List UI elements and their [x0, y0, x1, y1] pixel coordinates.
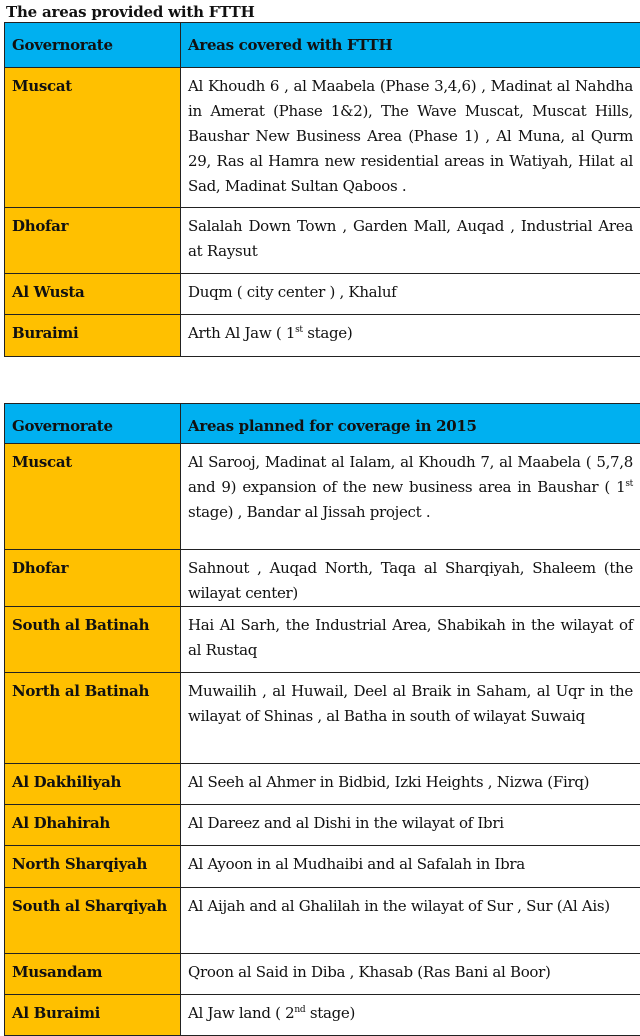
areas-cell: Qroon al Said in Diba , Khasab (Ras Bani… [180, 953, 640, 995]
areas-cell: Al Jaw land ( 2nd stage) [180, 994, 640, 1036]
governorate-cell: South al Batinah [4, 606, 181, 673]
areas-cell: Al Seeh al Ahmer in Bidbid, Izki Heights… [180, 763, 640, 805]
header-areas: Areas planned for coverage in 2015 [180, 403, 640, 444]
areas-cell: Al Dareez and al Dishi in the wilayat of… [180, 804, 640, 846]
areas-cell: Hai Al Sarh, the Industrial Area, Shabik… [180, 606, 640, 673]
areas-cell: Al Sarooj, Madinat al Ialam, al Khoudh 7… [180, 443, 640, 550]
table-row: South al Sharqiyah Al Aijah and al Ghali… [4, 887, 640, 954]
areas-text: stage) , Bandar al Jissah project . [188, 503, 431, 521]
areas-text: Arth Al Jaw ( 1 [188, 324, 296, 342]
table-row: Dhofar Salalah Down Town , Garden Mall, … [4, 207, 640, 274]
areas-text: stage) [302, 324, 353, 342]
table-row: Muscat Al Sarooj, Madinat al Ialam, al K… [4, 443, 640, 550]
areas-cell: Sahnout , Auqad North, Taqa al Sharqiyah… [180, 549, 640, 607]
governorate-cell: Al Buraimi [4, 994, 181, 1036]
table-row: North al Batinah Muwailih , al Huwail, D… [4, 672, 640, 764]
document-title: The areas provided with FTTH [6, 3, 255, 21]
header-areas: Areas covered with FTTH [180, 22, 640, 68]
governorate-cell: Dhofar [4, 549, 181, 607]
areas-cell: Al Ayoon in al Mudhaibi and al Safalah i… [180, 845, 640, 888]
areas-text: Al Jaw land ( 2 [188, 1004, 295, 1022]
areas-cell: Al Aijah and al Ghalilah in the wilayat … [180, 887, 640, 954]
governorate-cell: Al Dakhiliyah [4, 763, 181, 805]
table-row: Al Dakhiliyah Al Seeh al Ahmer in Bidbid… [4, 763, 640, 805]
areas-text: Al Sarooj, Madinat al Ialam, al Khoudh 7… [188, 453, 633, 496]
governorate-cell: Dhofar [4, 207, 181, 274]
governorate-cell: North Sharqiyah [4, 845, 181, 888]
table-row: Al Wusta Duqm ( city center ) , Khaluf [4, 273, 640, 315]
areas-cell: Arth Al Jaw ( 1st stage) [180, 314, 640, 357]
ordinal-suffix: st [625, 479, 633, 489]
table-header-row: Governorate Areas covered with FTTH [4, 22, 640, 68]
areas-cell: Al Khoudh 6 , al Maabela (Phase 3,4,6) ,… [180, 67, 640, 208]
table-row: Buraimi Arth Al Jaw ( 1st stage) [4, 314, 640, 357]
table-header-row: Governorate Areas planned for coverage i… [4, 403, 640, 444]
ordinal-suffix: nd [294, 1005, 306, 1015]
ftth-planned-table: Governorate Areas planned for coverage i… [4, 403, 640, 1036]
ordinal-suffix: st [295, 325, 303, 335]
governorate-cell: South al Sharqiyah [4, 887, 181, 954]
ftth-covered-table: Governorate Areas covered with FTTH Musc… [4, 22, 640, 357]
governorate-cell: Al Dhahirah [4, 804, 181, 846]
table-row: Musandam Qroon al Said in Diba , Khasab … [4, 953, 640, 995]
table-row: South al Batinah Hai Al Sarh, the Indust… [4, 606, 640, 673]
areas-cell: Salalah Down Town , Garden Mall, Auqad ,… [180, 207, 640, 274]
table-row: North Sharqiyah Al Ayoon in al Mudhaibi … [4, 845, 640, 888]
table-row: Muscat Al Khoudh 6 , al Maabela (Phase 3… [4, 67, 640, 208]
areas-text: stage) [305, 1004, 356, 1022]
governorate-cell: Buraimi [4, 314, 181, 357]
table-row: Al Dhahirah Al Dareez and al Dishi in th… [4, 804, 640, 846]
governorate-cell: Muscat [4, 67, 181, 208]
areas-cell: Muwailih , al Huwail, Deel al Braik in S… [180, 672, 640, 764]
governorate-cell: Musandam [4, 953, 181, 995]
header-governorate: Governorate [4, 22, 181, 68]
governorate-cell: Al Wusta [4, 273, 181, 315]
table-row: Dhofar Sahnout , Auqad North, Taqa al Sh… [4, 549, 640, 607]
header-governorate: Governorate [4, 403, 181, 444]
governorate-cell: North al Batinah [4, 672, 181, 764]
governorate-cell: Muscat [4, 443, 181, 550]
table-row: Al Buraimi Al Jaw land ( 2nd stage) [4, 994, 640, 1036]
areas-cell: Duqm ( city center ) , Khaluf [180, 273, 640, 315]
